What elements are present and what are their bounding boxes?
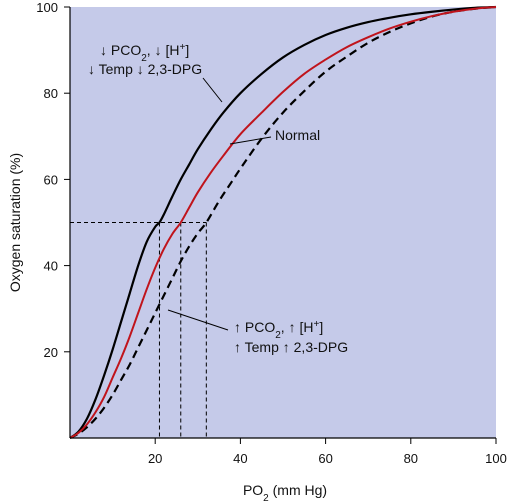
annotation-fragment: + [179, 42, 185, 53]
curve-left-shift [69, 5, 497, 439]
left-shift-label-line2: ↓ Temp ↓ 2,3-DPG [88, 61, 202, 77]
right-shift-label-line1: ↑ PCO2, ↑ [H+] [234, 319, 323, 341]
x-axis-label-unit: (mm Hg) [269, 482, 327, 498]
right-shift-label-line2: ↑ Temp ↑ 2,3-DPG [234, 339, 348, 355]
annotation-fragment: ↓ Temp ↓ 2,3-DPG [88, 61, 202, 77]
x-tick-label: 20 [148, 451, 162, 466]
y-tick-label: 100 [36, 0, 58, 15]
leader-left-shift [202, 77, 223, 103]
annotation-fragment: ] [185, 42, 189, 58]
chart-marks [69, 5, 497, 439]
x-axis-label: PO2 (mm Hg) [243, 482, 327, 502]
annotation-fragment: + [313, 319, 319, 330]
annotation-fragment: ] [319, 319, 323, 335]
annotation-fragment: 2 [141, 53, 147, 64]
leader-right-shift [167, 309, 229, 331]
y-tick-label: 80 [44, 86, 58, 101]
x-axis-label-main: PO [243, 482, 263, 498]
left-shift-label-line1: ↓ PCO2, ↓ [H+] [100, 42, 189, 64]
y-tick-label: 40 [44, 259, 58, 274]
y-axis-label: Oxygen saturation (%) [7, 153, 23, 292]
y-tick-label: 20 [44, 345, 58, 360]
x-tick-label: 60 [318, 451, 332, 466]
annotation-fragment: , ↑ [H [281, 319, 314, 335]
x-axis-label-sub: 2 [263, 493, 269, 502]
annotation-fragment: ↑ Temp ↑ 2,3-DPG [234, 339, 348, 355]
annotation-right-shift-label: ↑ PCO2, ↑ [H+]↑ Temp ↑ 2,3-DPG [234, 319, 348, 356]
curve-normal [69, 6, 497, 439]
chart-labels: PO2 (mm Hg)Oxygen saturation (%)↓ PCO2, … [7, 42, 348, 502]
annotation-fragment: ↑ PCO [234, 319, 275, 335]
chart-axes: 20 40 60 80 100 20 40 60 80 100 [36, 0, 507, 466]
x-tick-label: 40 [233, 451, 247, 466]
annotation-fragment: Normal [275, 127, 320, 143]
annotation-left-shift-label: ↓ PCO2, ↓ [H+]↓ Temp ↓ 2,3-DPG [88, 42, 202, 78]
y-tick-label: 60 [44, 172, 58, 187]
curve-right-shift [69, 5, 497, 439]
annotation-fragment: 2 [275, 330, 281, 341]
normal-label-line1: Normal [275, 127, 320, 143]
annotation-fragment: ↓ PCO [100, 42, 141, 58]
annotation-normal-label: Normal [275, 127, 320, 143]
annotation-fragment: , ↓ [H [147, 42, 180, 58]
leader-normal [229, 136, 272, 145]
x-tick-label: 80 [404, 451, 418, 466]
x-tick-label: 100 [485, 451, 507, 466]
